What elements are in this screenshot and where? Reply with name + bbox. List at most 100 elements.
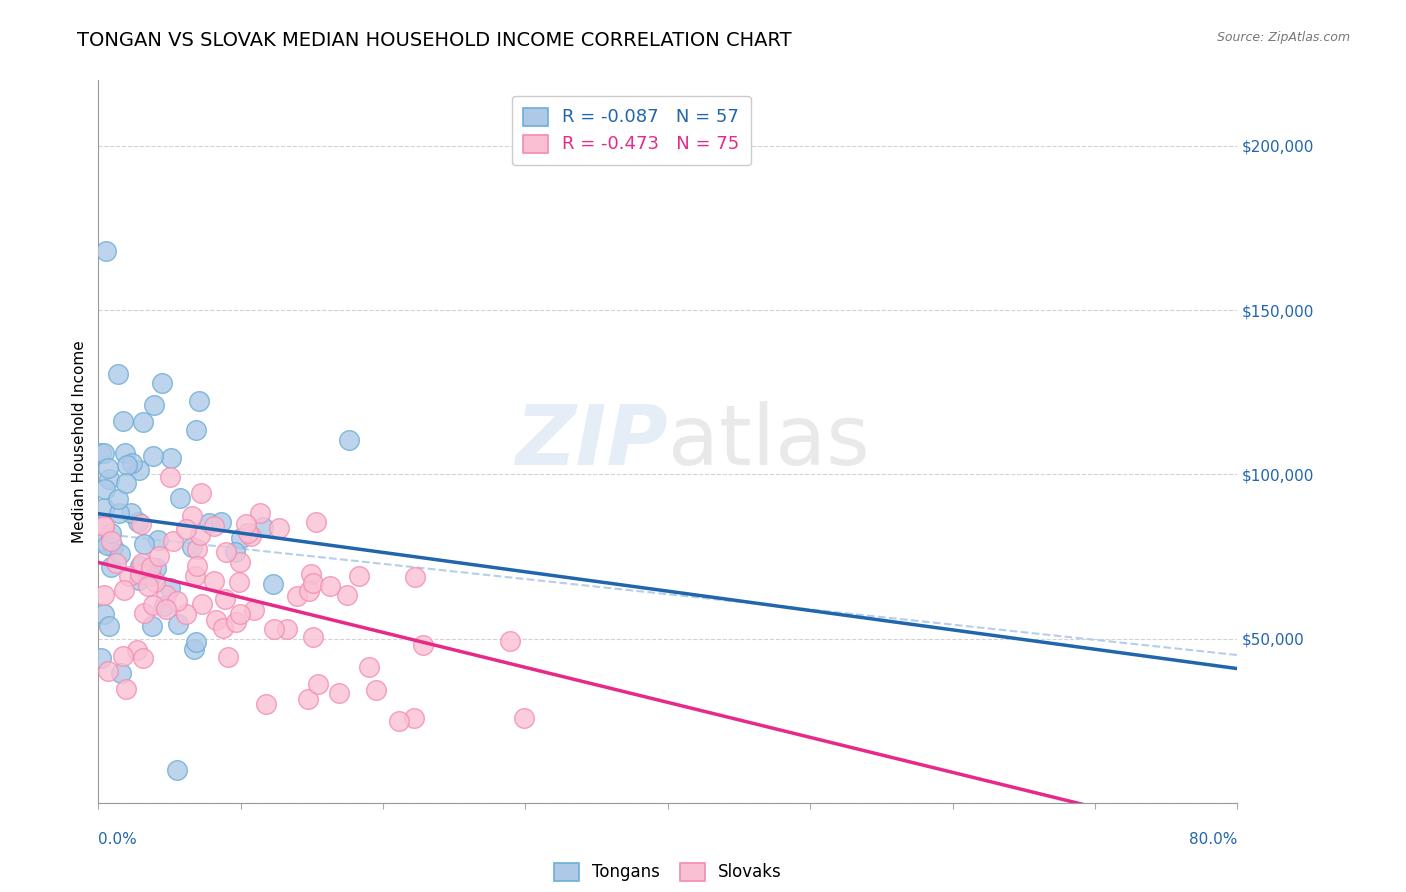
Point bbox=[302, 575, 325, 590]
Point bbox=[159, 470, 181, 484]
Point bbox=[127, 515, 149, 529]
Point bbox=[93, 519, 115, 533]
Point bbox=[404, 570, 426, 584]
Point bbox=[132, 651, 155, 665]
Point bbox=[90, 535, 112, 549]
Point bbox=[115, 681, 138, 696]
Point bbox=[115, 458, 138, 472]
Point bbox=[120, 507, 142, 521]
Point bbox=[100, 526, 122, 541]
Point bbox=[240, 529, 263, 543]
Point bbox=[118, 568, 141, 582]
Point bbox=[183, 641, 205, 656]
Point bbox=[100, 534, 122, 549]
Point bbox=[307, 677, 329, 691]
Point bbox=[211, 620, 233, 634]
Point bbox=[107, 491, 129, 506]
Point bbox=[115, 476, 138, 491]
Text: 0.0%: 0.0% bbox=[98, 831, 138, 847]
Point bbox=[121, 456, 143, 470]
Point bbox=[139, 568, 162, 582]
Point bbox=[97, 461, 120, 475]
Point bbox=[169, 491, 191, 506]
Point bbox=[132, 415, 155, 429]
Point bbox=[186, 423, 208, 437]
Point bbox=[142, 449, 165, 463]
Point bbox=[162, 534, 184, 549]
Point bbox=[404, 711, 426, 725]
Point bbox=[141, 619, 163, 633]
Point bbox=[93, 519, 115, 533]
Point bbox=[249, 506, 271, 520]
Point bbox=[254, 697, 277, 711]
Point bbox=[174, 522, 197, 536]
Point bbox=[190, 486, 212, 500]
Point bbox=[202, 518, 225, 533]
Point bbox=[336, 588, 359, 602]
Point bbox=[111, 648, 134, 663]
Point bbox=[276, 622, 298, 636]
Point bbox=[132, 607, 155, 621]
Point bbox=[204, 574, 226, 588]
Point bbox=[180, 509, 202, 524]
Point bbox=[297, 692, 319, 706]
Point bbox=[131, 557, 153, 571]
Point bbox=[301, 630, 323, 644]
Point bbox=[101, 540, 124, 554]
Point bbox=[110, 547, 132, 561]
Point bbox=[105, 556, 128, 570]
Point bbox=[262, 576, 284, 591]
Point bbox=[357, 660, 380, 674]
Point bbox=[337, 433, 360, 447]
Point bbox=[132, 537, 155, 551]
Point bbox=[205, 613, 228, 627]
Point bbox=[143, 398, 166, 412]
Point bbox=[412, 639, 434, 653]
Point bbox=[347, 568, 370, 582]
Point bbox=[93, 446, 115, 460]
Point bbox=[238, 525, 260, 540]
Point bbox=[129, 559, 152, 574]
Point bbox=[235, 516, 257, 531]
Point bbox=[129, 517, 152, 532]
Point bbox=[319, 578, 342, 592]
Point bbox=[228, 574, 250, 589]
Point bbox=[225, 615, 247, 629]
Point bbox=[499, 634, 522, 648]
Point bbox=[299, 567, 322, 582]
Point bbox=[93, 607, 115, 621]
Point bbox=[112, 583, 135, 598]
Point bbox=[191, 598, 214, 612]
Point bbox=[229, 607, 252, 621]
Point bbox=[215, 545, 238, 559]
Point bbox=[184, 635, 207, 649]
Point bbox=[243, 603, 266, 617]
Point bbox=[148, 533, 170, 548]
Point bbox=[110, 666, 132, 681]
Point bbox=[188, 528, 211, 542]
Point bbox=[184, 568, 207, 582]
Point bbox=[252, 520, 274, 534]
Point bbox=[94, 483, 117, 497]
Point bbox=[94, 244, 117, 258]
Point bbox=[176, 607, 198, 622]
Point bbox=[387, 714, 409, 728]
Point bbox=[142, 598, 165, 612]
Point bbox=[141, 559, 163, 574]
Y-axis label: Median Household Income: Median Household Income bbox=[72, 340, 87, 543]
Text: atlas: atlas bbox=[668, 401, 869, 482]
Point bbox=[127, 643, 149, 657]
Point bbox=[263, 622, 285, 636]
Point bbox=[214, 591, 236, 606]
Point bbox=[97, 665, 120, 679]
Point bbox=[186, 558, 208, 573]
Point bbox=[297, 583, 319, 598]
Point bbox=[229, 532, 252, 546]
Point bbox=[198, 516, 221, 530]
Point bbox=[305, 516, 328, 530]
Point bbox=[145, 561, 167, 575]
Point bbox=[166, 594, 188, 608]
Point bbox=[209, 515, 232, 529]
Point bbox=[150, 376, 173, 390]
Point bbox=[160, 451, 183, 466]
